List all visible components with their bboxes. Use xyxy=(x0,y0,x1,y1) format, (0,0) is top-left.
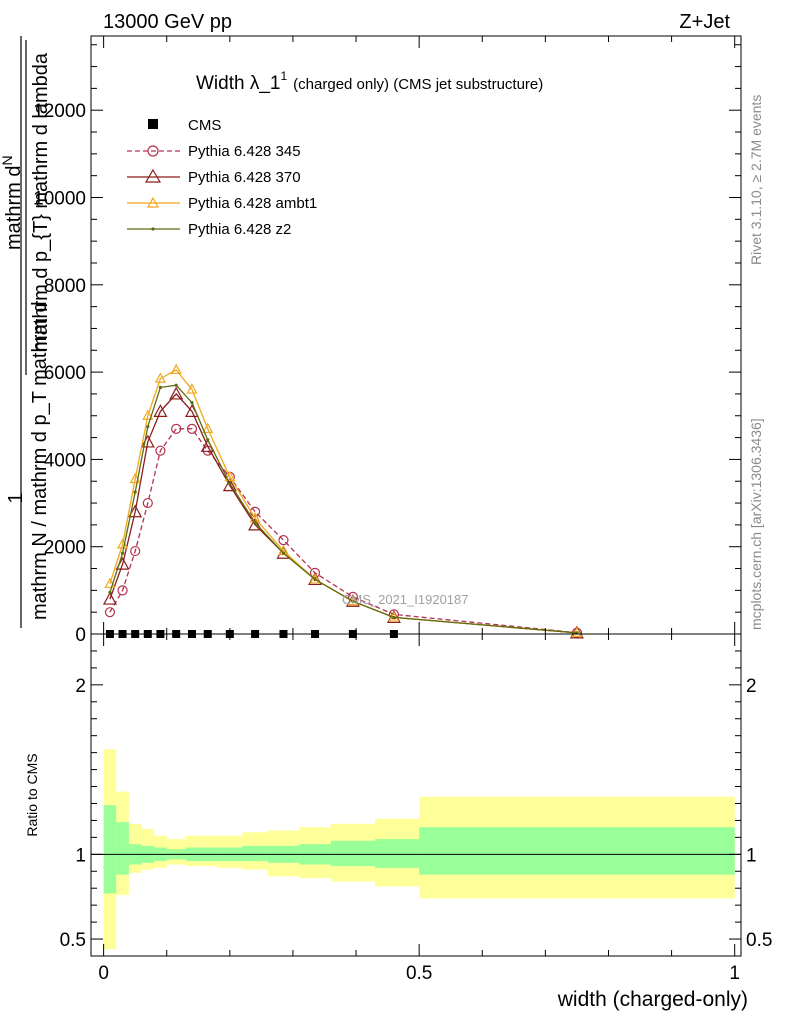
data-point-s1-2 xyxy=(130,545,141,557)
data-point-s4-10 xyxy=(281,551,286,555)
inner-band-bin-1 xyxy=(116,822,129,875)
inner-band-bin-14 xyxy=(419,827,735,875)
legend-label-370: Pythia 6.428 370 xyxy=(188,169,301,186)
data-point-s4-4 xyxy=(158,385,163,389)
main-ytick-label: 10000 xyxy=(33,189,86,210)
data-point-s1-11 xyxy=(309,567,321,578)
title-rest: (charged only) (CMS jet substructure) xyxy=(293,76,543,93)
data-point-s1-10 xyxy=(278,535,289,546)
legend-marker-345 xyxy=(147,145,159,157)
legend-label-345: Pythia 6.428 345 xyxy=(188,143,301,160)
legend-marker-370 xyxy=(144,168,162,183)
header-left: 13000 GeV pp xyxy=(103,11,232,33)
data-point-s4-6 xyxy=(190,401,194,405)
data-point-s1-9 xyxy=(249,506,261,517)
data-point-s1-6 xyxy=(186,423,198,434)
ylabel-numerator-N: N xyxy=(0,155,15,165)
data-point-s3-6 xyxy=(186,383,198,394)
x-axis-title: width (charged-only) xyxy=(557,988,748,1011)
rivet-label: Rivet 3.1.10, ≥ 2.7M events xyxy=(748,95,764,265)
legend: CMS Pythia 6.428 345 Pythia 6.428 370 Py… xyxy=(127,117,317,238)
data-point-s3-5 xyxy=(170,363,182,375)
inner-band-bin-13 xyxy=(374,839,420,868)
data-point-s2-8 xyxy=(222,478,237,492)
ratio-ytick-label-right: 2 xyxy=(746,676,757,697)
ratio-ytick-label: 2 xyxy=(75,676,86,697)
data-point-s3-7 xyxy=(202,422,214,433)
ratio-ytick-label-right: 0.5 xyxy=(746,930,772,951)
inner-band-bin-0 xyxy=(103,805,117,894)
mcplots-label: mcplots.cern.ch [arXiv:1306.3436] xyxy=(748,418,764,630)
data-point-s3-11 xyxy=(309,573,321,584)
data-point-s1-4 xyxy=(155,445,166,456)
inner-band-bin-9 xyxy=(242,845,268,862)
data-point-s3-4 xyxy=(154,372,166,383)
data-point-s4-7 xyxy=(206,438,210,442)
ratio-ytick-label-right: 1 xyxy=(746,845,757,866)
data-point-s3-8 xyxy=(224,470,236,481)
data-point-s4-8 xyxy=(228,481,232,486)
main-ytick-label: 8000 xyxy=(44,276,86,297)
data-point-s4-9 xyxy=(253,521,257,525)
data-point-s3-3 xyxy=(142,409,154,420)
ratio-xtick-label: 1 xyxy=(729,963,740,984)
main-ytick-label: 2000 xyxy=(44,538,86,559)
title-superscript: 1 xyxy=(280,69,287,83)
data-point-s2-4 xyxy=(153,404,168,417)
main-ytick-label: 12000 xyxy=(33,101,86,122)
data-point-s4-12 xyxy=(351,599,355,603)
legend-marker-cms xyxy=(148,119,158,129)
data-point-s1-1 xyxy=(117,585,128,596)
data-point-s1-0 xyxy=(104,607,116,618)
ratio-ylabel: Ratio to CMS xyxy=(24,753,40,836)
data-point-s2-9 xyxy=(248,517,263,531)
data-point-s4-3 xyxy=(146,425,150,429)
ylabel-numerator-d: mathrm d xyxy=(3,166,25,250)
main-ytick-label: 4000 xyxy=(44,450,86,471)
main-ytick-label: 0 xyxy=(75,625,86,646)
data-point-s2-0 xyxy=(102,591,117,605)
data-point-s3-0 xyxy=(104,577,116,588)
data-point-s4-2 xyxy=(133,490,137,494)
header-right: Z+Jet xyxy=(679,11,730,33)
data-point-s4-0 xyxy=(108,590,112,595)
ratio-ytick-label: 0.5 xyxy=(60,930,86,951)
data-point-s1-3 xyxy=(142,497,153,509)
ratio-plot-frame xyxy=(90,633,742,957)
data-point-s4-11 xyxy=(313,577,317,582)
data-point-s4-1 xyxy=(120,551,125,555)
main-ylabel: 1 mathrm N / mathrm d p_T mathrm d mathr… xyxy=(0,36,52,628)
ylabel-outer-denominator: mathrm N / mathrm d p_T mathrm d xyxy=(29,301,51,620)
legend-label-cms: CMS xyxy=(188,117,221,134)
data-point-s2-5 xyxy=(169,386,184,400)
main-ytick-label: 6000 xyxy=(44,363,86,384)
ylabel-inner-denominator: mathrm d p_{T} mathrm d lambda xyxy=(30,52,52,352)
series-line-1 xyxy=(109,428,577,634)
ylabel-numerator: mathrm dN xyxy=(0,155,25,250)
legend-label-z2: Pythia 6.428 z2 xyxy=(188,221,291,238)
title-main: Width λ_1 xyxy=(196,73,280,94)
legend-label-ambt1: Pythia 6.428 ambt1 xyxy=(188,195,317,212)
legend-marker-z2 xyxy=(151,227,155,231)
ratio-plot-panel: 0.5 0.5 1 1 2 2 0 0.5 1 xyxy=(60,633,772,984)
ratio-xtick-label: 0.5 xyxy=(406,963,432,984)
ylabel-one: 1 xyxy=(5,492,27,503)
main-title: Width λ_11 (charged only) (CMS jet substr… xyxy=(196,69,543,94)
ratio-xtick-label: 0 xyxy=(98,963,109,984)
main-plot-panel: 0 2000 4000 6000 8000 10000 12000 Width λ_11 (c… xyxy=(33,35,742,646)
legend-marker-ambt1 xyxy=(146,196,160,208)
data-point-s1-5 xyxy=(171,423,182,434)
data-point-s4-13 xyxy=(392,615,396,620)
inner-band-bin-12 xyxy=(330,840,375,867)
analysis-watermark: CMS_2021_I1920187 xyxy=(342,592,469,607)
ratio-ytick-label: 1 xyxy=(75,845,86,866)
data-point-s2-2 xyxy=(128,504,143,518)
data-point-s4-5 xyxy=(174,383,178,387)
